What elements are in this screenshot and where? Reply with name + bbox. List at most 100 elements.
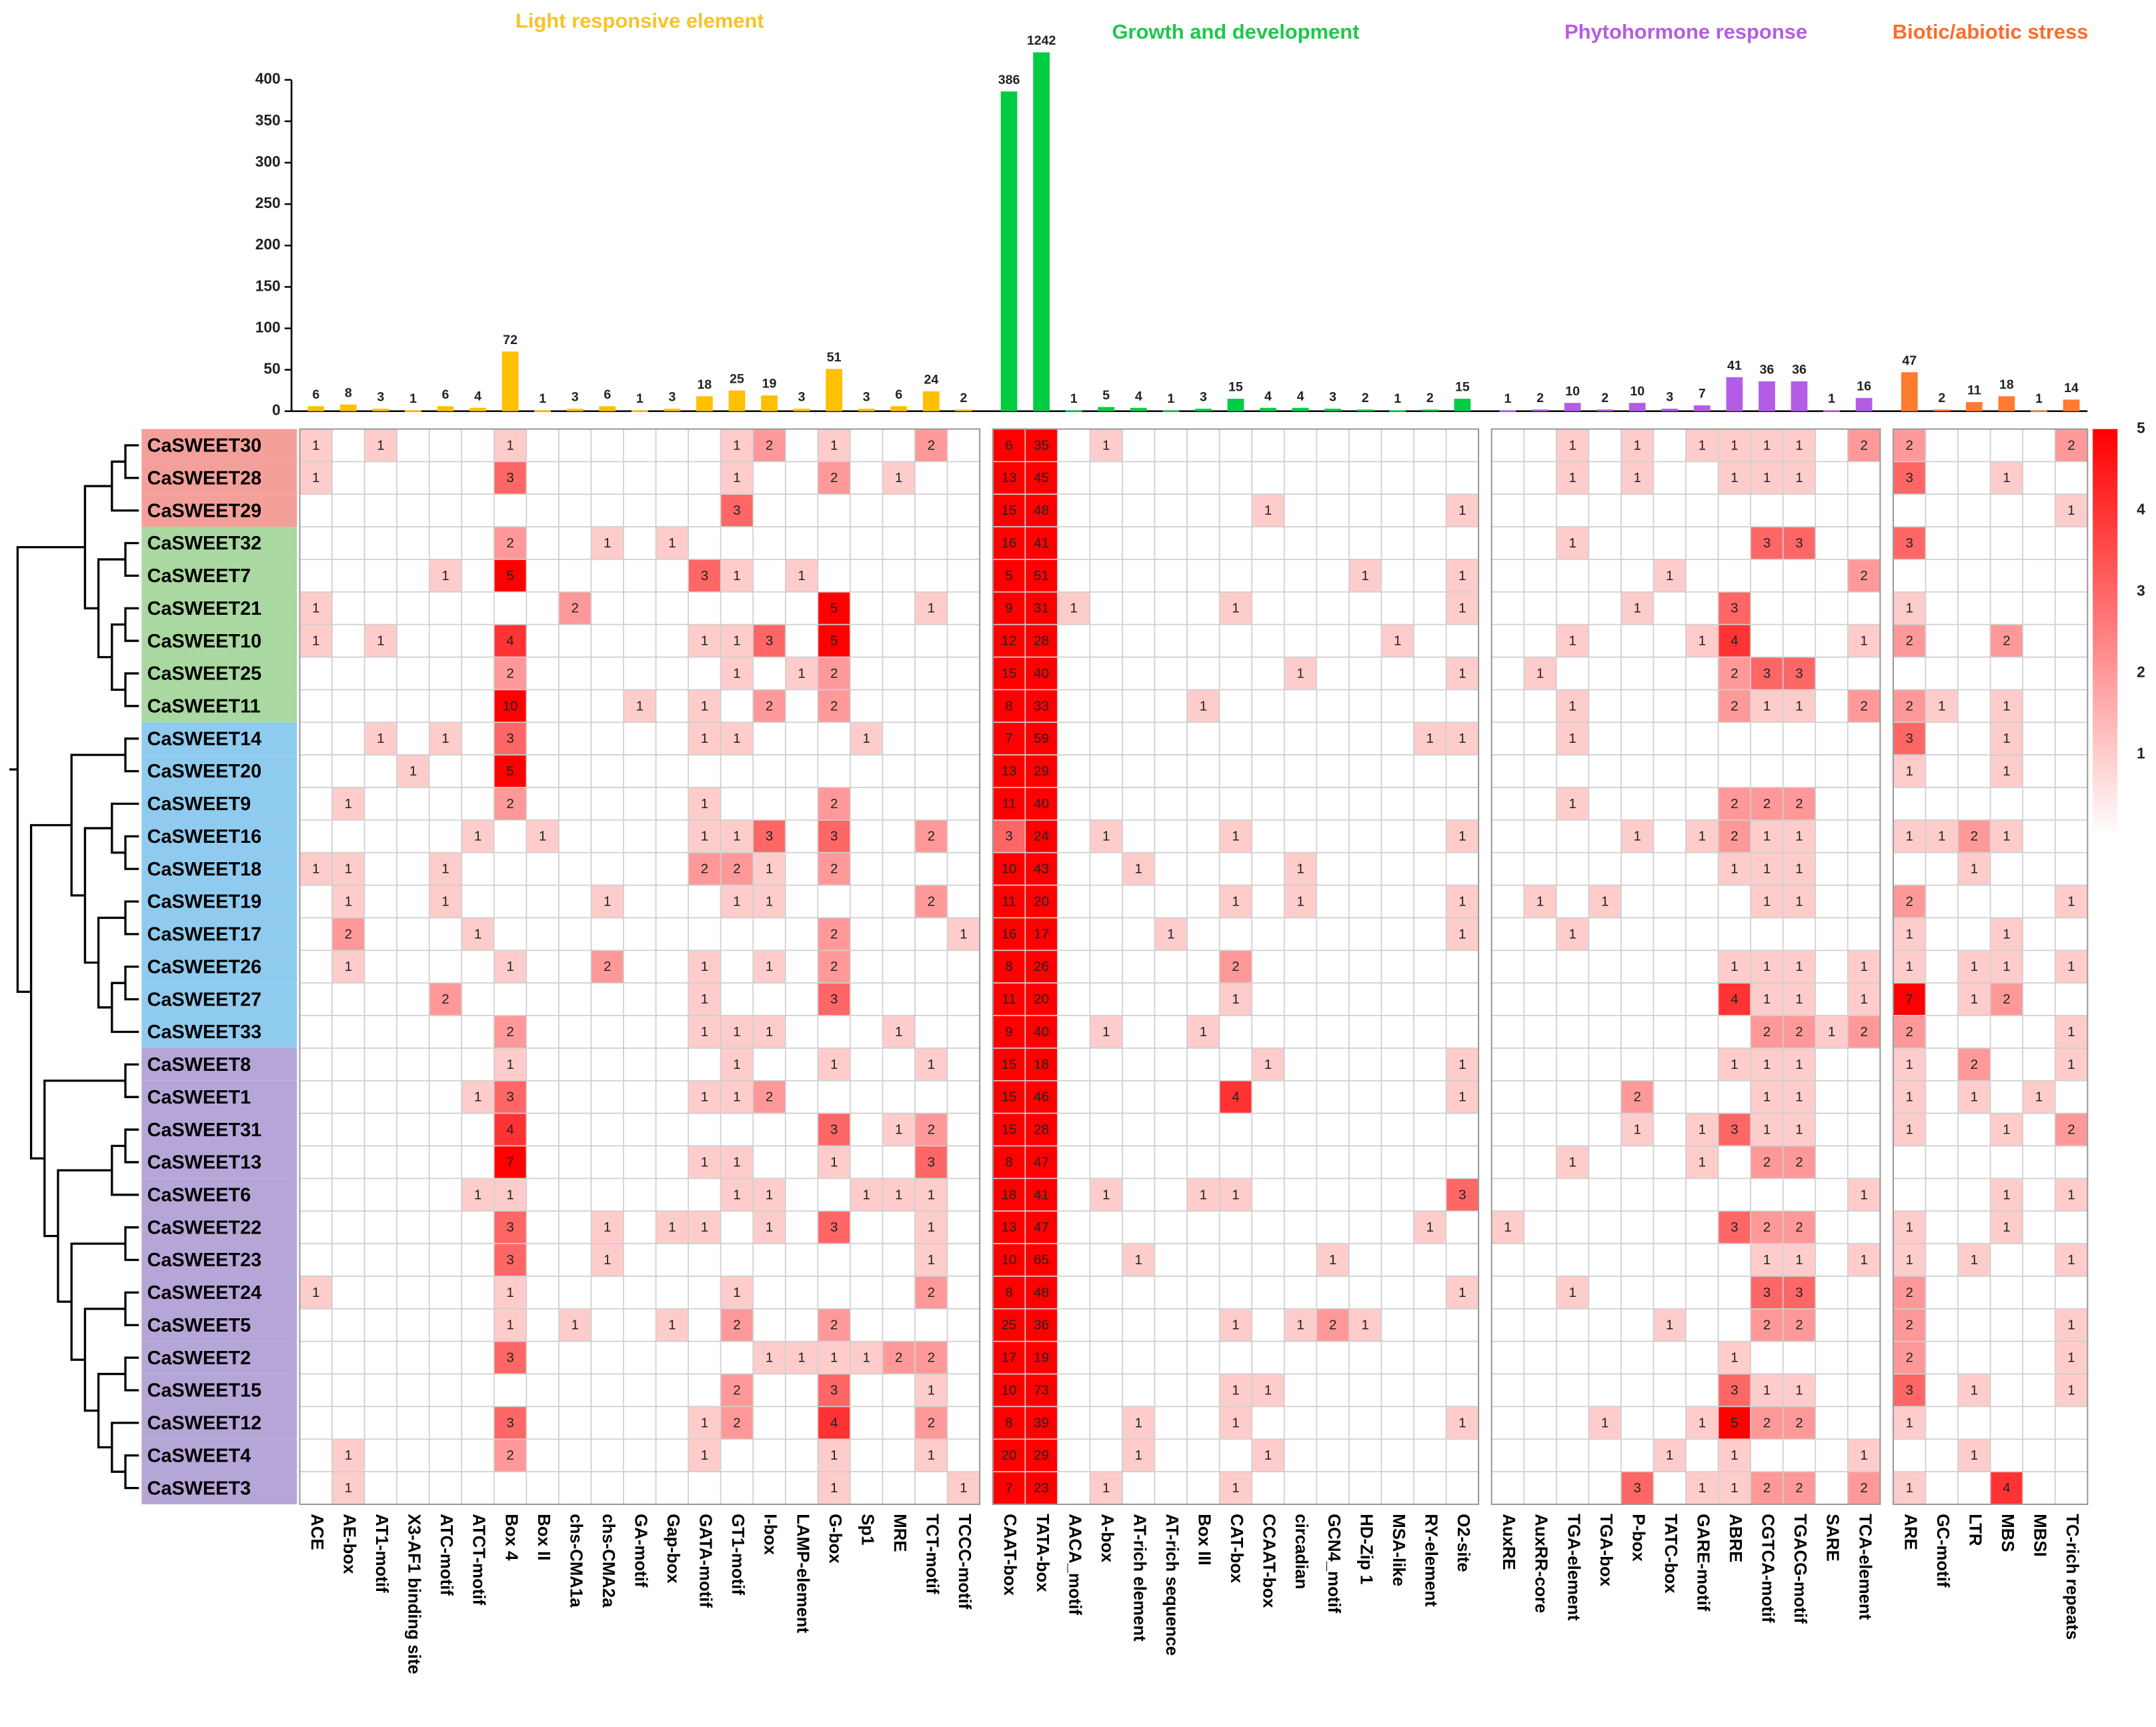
heat-cell [1653,1373,1687,1408]
cell-label: 1 [1296,861,1304,877]
heat-cell [1251,689,1285,723]
dendrogram-branch [124,1226,139,1262]
heat-cell [1847,1048,1881,1082]
cell-label: 31 [1034,601,1049,616]
heat-cell [1057,1210,1091,1244]
heat-cell [785,1080,819,1114]
cell-label: 1 [1795,1057,1803,1072]
bar [372,408,389,411]
heat-cell [1283,689,1318,723]
heat-cell [2022,1112,2056,1147]
cell-label: 3 [506,731,513,746]
x-tick-label: TCT-motif [923,1514,942,1594]
heat-cell [817,1471,851,1505]
cell-label: 1 [474,926,481,942]
cell-label: 2 [1763,1415,1771,1430]
heat-cell [785,526,819,560]
cell-label: 1 [830,1448,838,1463]
heat-cell [1588,1210,1622,1244]
heat-cell [1122,1112,1156,1147]
heat-cell [785,461,819,495]
heat-cell [623,1471,657,1505]
heat-cell [1251,1145,1285,1180]
heat-cell [1154,950,1188,984]
cell-label: 1 [1763,1122,1771,1138]
cell-label: 1 [862,731,870,746]
bar [826,369,843,411]
heat-cell [299,1340,333,1375]
heat-cell [914,526,948,560]
cell-label: 2 [1232,959,1239,974]
heat-cell [655,1080,689,1114]
heat-cell [1413,950,1447,984]
colorbar-tick-label: 5 [2137,419,2145,436]
x-tick-label: GATA-motif [696,1514,715,1608]
heat-cell [1057,950,1091,984]
heat-cell [1717,689,1751,723]
heat-cell [720,721,754,755]
bar [1162,410,1180,412]
heat-cell [396,1373,430,1408]
heat-cell [1283,526,1318,560]
heat-cell [785,1276,819,1310]
heat-cell [1717,1276,1751,1310]
heat-cell [2022,428,2056,463]
cell-label: 1 [668,535,676,551]
heat-cell [1024,1438,1058,1472]
cell-label: 1 [312,470,319,485]
heat-cell [1925,1243,1959,1277]
heat-cell [2022,1243,2056,1277]
heat-cell [946,1015,981,1049]
heat-cell [1251,982,1285,1016]
heat-cell [363,591,397,625]
heat-cell [1283,591,1318,625]
cell-label: 1 [1102,1187,1110,1202]
row-label-bg [141,1178,297,1212]
heat-cell [363,1145,397,1180]
heat-cell [428,754,463,788]
heat-cell [1893,1112,1927,1147]
heat-cell [1490,1015,1525,1049]
heat-cell [1588,559,1622,593]
cell-label: 1 [862,1350,870,1366]
cell-label: 1 [733,1024,740,1040]
bar-value-label: 3 [1200,390,1207,405]
bar [1998,396,2015,411]
heat-cell [1621,1145,1655,1180]
bar-value-label: 3 [1329,390,1336,405]
heat-cell [1847,1243,1881,1277]
cell-label: 1 [1731,437,1738,453]
cell-label: 1 [1906,926,1913,942]
heat-cell [461,1438,495,1472]
cell-label: 1 [312,633,319,649]
heat-cell [1057,917,1091,952]
heat-cell [1925,526,1959,560]
heat-cell [1588,1438,1622,1472]
heat-cell [2054,1178,2089,1212]
heat-cell [1685,1178,1719,1212]
heat-cell [2022,591,2056,625]
heat-cell [946,982,981,1016]
heat-cell [299,1243,333,1277]
heat-cell [558,1015,592,1049]
heat-cell [1621,1210,1655,1244]
cell-label: 5 [830,601,838,616]
heat-cell [785,950,819,984]
dendrogram-branch [124,966,139,1001]
heat-cell [1122,1145,1156,1180]
row-label-bg [141,1406,297,1440]
heat-cell [1893,787,1927,821]
cell-label: 1 [1971,992,1978,1007]
bar-value-label: 10 [1630,384,1645,399]
heat-cell [1925,591,1959,625]
heat-cell [1251,461,1285,495]
heat-cell [1893,623,1927,658]
bar-value-label: 1 [539,391,546,406]
heat-cell [1024,917,1058,952]
heat-cell [1588,1048,1622,1082]
cell-label: 2 [571,601,578,616]
cell-label: 2 [2003,992,2010,1007]
heat-cell [558,754,592,788]
heat-cell [623,1015,657,1049]
cell-label: 1 [1906,1090,1913,1105]
